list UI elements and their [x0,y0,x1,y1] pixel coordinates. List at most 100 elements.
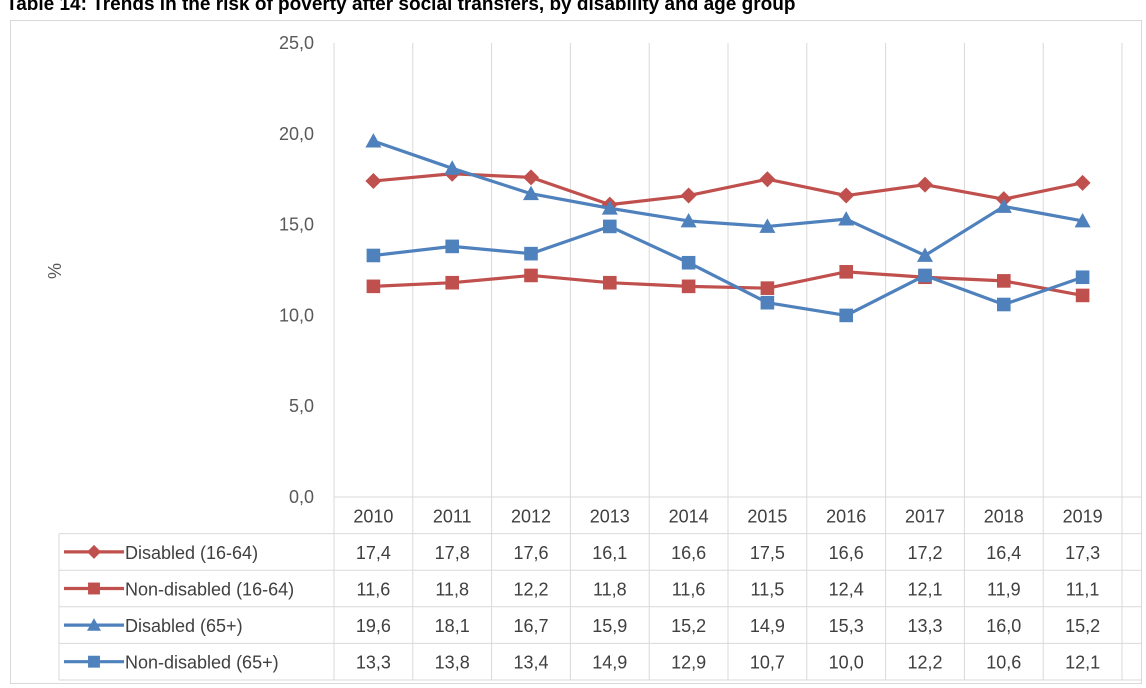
x-tick-label: 2010 [353,506,393,526]
data-point [445,275,459,290]
data-label: 17,4 [356,543,391,563]
y-tick-label: 5,0 [289,396,314,416]
data-label: 10,0 [829,653,864,673]
data-point [1075,288,1090,303]
data-point [760,281,775,295]
y-tick-label: 10,0 [279,305,314,325]
data-point [601,200,618,215]
data-label: 11,6 [357,580,391,600]
data-point [681,255,696,270]
x-tick-label: 2014 [669,506,709,526]
data-label: 17,8 [435,543,470,563]
data-point [1074,212,1091,228]
chart-frame [10,20,1142,684]
x-tick-label: 2015 [747,506,787,526]
data-label: 12,9 [671,653,706,673]
data-point [917,247,933,262]
data-label: 10,6 [986,653,1021,673]
series-2 [365,133,1091,262]
data-label: 11,8 [435,580,469,600]
data-label: 16,0 [986,616,1021,636]
series-line [373,270,1083,297]
data-label: 17,3 [1065,543,1100,563]
series-line [373,224,1084,317]
data-point [365,133,382,148]
legend-key-marker [88,655,100,668]
x-tick-label: 2011 [433,506,472,526]
data-label: 15,2 [671,616,706,636]
data-point [444,160,461,175]
data-point [838,187,855,204]
data-label: 12,2 [513,580,548,600]
data-point [680,212,697,228]
data-label: 16,4 [986,543,1021,563]
data-point [997,297,1011,312]
x-tick-label: 2017 [905,506,945,526]
data-point [365,173,382,190]
data-point [366,248,381,263]
data-label: 14,9 [750,616,785,636]
data-point [445,239,459,254]
legend-entry: Disabled (65+) [125,616,243,636]
data-label: 12,1 [907,580,942,600]
data-label: 11,6 [672,580,706,600]
series-group [365,133,1091,323]
legend-entry: Non-disabled (65+) [125,653,279,673]
legend-entry: Disabled (16-64) [125,543,258,563]
data-label: 17,2 [907,543,942,563]
data-point [1074,174,1091,191]
data-label: 12,4 [829,580,864,600]
data-label: 14,9 [592,653,627,673]
data-label: 16,6 [671,543,706,563]
data-point [680,187,697,204]
series-3 [366,219,1090,323]
data-point [838,211,855,226]
data-label: 13,8 [435,653,470,673]
data-point [603,219,617,234]
legend-key-marker [87,618,101,631]
data-point [523,169,539,186]
data-point [759,218,776,233]
series-line [373,172,1083,207]
legend-entry: Non-disabled (16-64) [125,580,294,600]
data-table: 2010 2011 2012 2013 2014 2015 2016 2017 2018 2019… [58,496,1141,681]
data-point [523,185,539,201]
y-tick-label: 20,0 [279,124,314,144]
data-label: 19,6 [356,616,391,636]
data-point [997,274,1011,288]
data-label: 13,3 [356,653,391,673]
y-tick-label: 25,0 [279,33,314,53]
data-label: 11,1 [1066,580,1100,600]
data-label: 13,3 [907,616,942,636]
data-label: 16,6 [829,543,864,563]
series-line [372,139,1083,258]
data-label: 17,5 [750,543,785,563]
x-tick-label: 2016 [826,506,866,526]
y-tick-label: 0,0 [289,487,314,507]
data-label: 15,2 [1065,616,1100,636]
data-label: 11,8 [593,580,627,600]
data-label: 10,7 [750,653,785,673]
x-tick-label: 2012 [511,506,551,526]
data-label: 18,1 [435,616,470,636]
chart-title: Table 14: Trends in the risk of poverty … [6,0,796,15]
data-point [524,268,538,283]
data-label: 15,9 [592,616,627,636]
data-point [524,246,538,261]
data-label: 11,9 [987,580,1021,600]
data-point [918,268,932,283]
x-tick-label: 2013 [590,506,630,526]
data-label: 13,4 [513,653,548,673]
data-label: 11,5 [751,580,785,600]
data-point [1075,270,1090,285]
data-label: 15,3 [829,616,864,636]
grid-lines [333,43,1123,497]
y-tick-label: 15,0 [279,215,314,235]
data-point [759,171,776,188]
legend-key-marker [87,544,101,559]
data-label: 17,6 [513,543,548,563]
data-point [366,279,381,294]
legend-key-marker [88,582,100,595]
x-tick-label: 2019 [1063,506,1103,526]
